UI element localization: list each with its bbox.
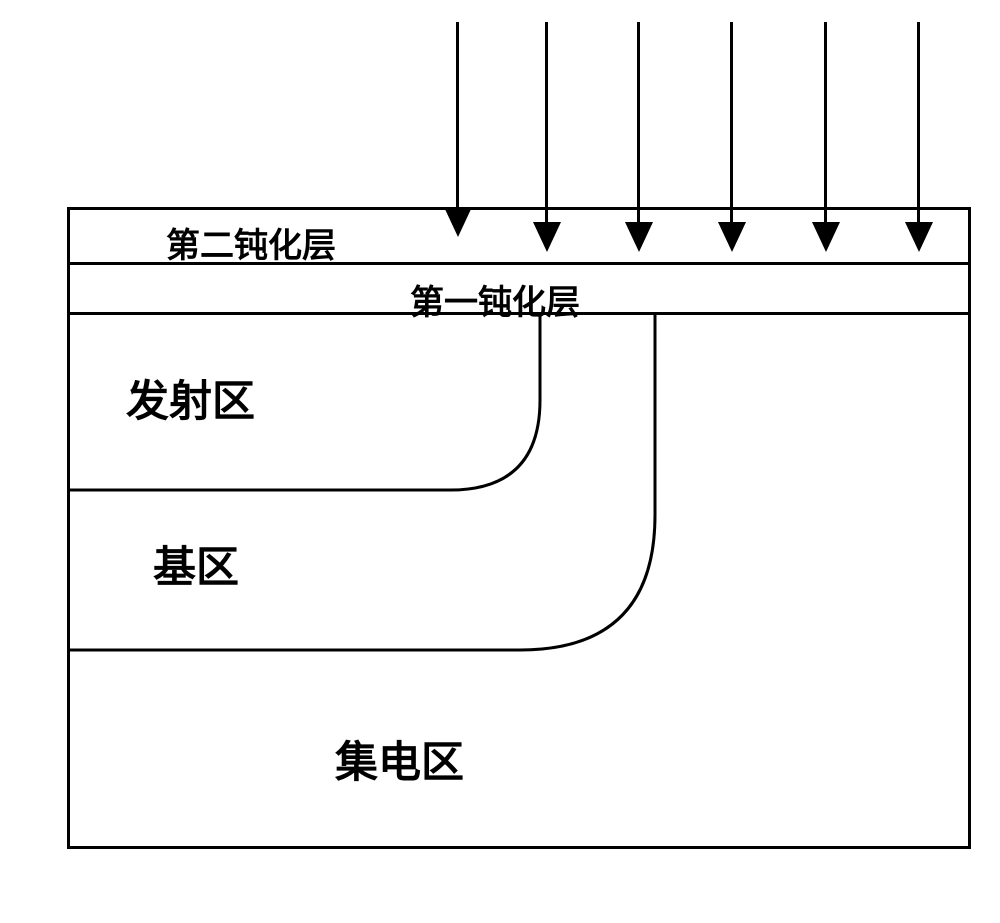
junction-curves [70,315,968,850]
arrow-line [730,22,733,222]
arrow-line [637,22,640,222]
arrow-line [824,22,827,222]
second-passivation-layer: 第二钝化层 [70,210,968,265]
device-cross-section: 第二钝化层 第一钝化层 发射区 基区 集电区 [67,207,971,849]
emitter-junction-curve [70,315,540,490]
arrow-line [545,22,548,222]
second-passivation-label: 第二钝化层 [166,218,336,267]
arrow-line [456,22,459,207]
diagram-container: 第二钝化层 第一钝化层 发射区 基区 集电区 [65,22,973,850]
first-passivation-layer: 第一钝化层 [70,265,968,315]
arrow-line [917,22,920,222]
base-junction-curve [70,315,655,650]
